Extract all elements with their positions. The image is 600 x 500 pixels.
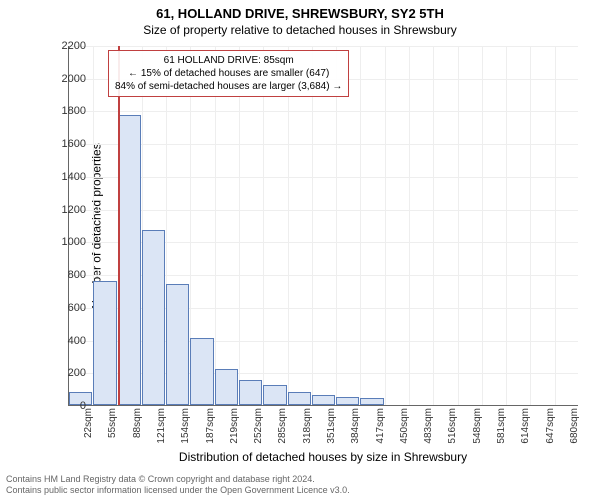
gridline-v bbox=[409, 46, 410, 405]
gridline-h bbox=[69, 144, 578, 145]
gridline-h bbox=[69, 210, 578, 211]
annotation-line2: ← 15% of detached houses are smaller (64… bbox=[115, 67, 342, 80]
annotation-line3: 84% of semi-detached houses are larger (… bbox=[115, 80, 342, 93]
gridline-v bbox=[433, 46, 434, 405]
chart-container: 61, HOLLAND DRIVE, SHREWSBURY, SY2 5TH S… bbox=[0, 0, 600, 500]
histogram-bar bbox=[118, 115, 141, 405]
ytick-label: 1400 bbox=[46, 171, 86, 183]
ytick-label: 200 bbox=[46, 367, 86, 379]
histogram-bar bbox=[142, 230, 165, 405]
gridline-h bbox=[69, 111, 578, 112]
xtick-label: 647sqm bbox=[545, 408, 556, 444]
xtick-label: 516sqm bbox=[447, 408, 458, 444]
title-main: 61, HOLLAND DRIVE, SHREWSBURY, SY2 5TH bbox=[0, 0, 600, 21]
ytick-label: 1600 bbox=[46, 138, 86, 150]
gridline-v bbox=[312, 46, 313, 405]
ytick-label: 400 bbox=[46, 335, 86, 347]
xtick-label: 614sqm bbox=[520, 408, 531, 444]
histogram-bar bbox=[360, 398, 383, 405]
ytick-label: 1200 bbox=[46, 204, 86, 216]
gridline-v bbox=[360, 46, 361, 405]
xtick-label: 22sqm bbox=[83, 408, 94, 438]
xtick-label: 581sqm bbox=[496, 408, 507, 444]
marker-line bbox=[118, 46, 120, 405]
gridline-v bbox=[530, 46, 531, 405]
xtick-label: 55sqm bbox=[107, 408, 118, 438]
xtick-label: 252sqm bbox=[253, 408, 264, 444]
xtick-label: 219sqm bbox=[229, 408, 240, 444]
histogram-bar bbox=[288, 392, 311, 405]
xtick-label: 88sqm bbox=[132, 408, 143, 438]
gridline-v bbox=[385, 46, 386, 405]
xtick-label: 285sqm bbox=[277, 408, 288, 444]
gridline-v bbox=[336, 46, 337, 405]
plot-region bbox=[68, 46, 578, 406]
histogram-bar bbox=[336, 397, 359, 405]
ytick-label: 800 bbox=[46, 269, 86, 281]
xtick-label: 680sqm bbox=[569, 408, 580, 444]
ytick-label: 1800 bbox=[46, 105, 86, 117]
ytick-label: 0 bbox=[46, 400, 86, 412]
footer-line1: Contains HM Land Registry data © Crown c… bbox=[6, 474, 350, 485]
gridline-v bbox=[288, 46, 289, 405]
gridline-v bbox=[458, 46, 459, 405]
gridline-v bbox=[239, 46, 240, 405]
histogram-bar bbox=[190, 338, 213, 405]
gridline-v bbox=[555, 46, 556, 405]
footer-attribution: Contains HM Land Registry data © Crown c… bbox=[6, 474, 350, 496]
gridline-h bbox=[69, 46, 578, 47]
xtick-label: 417sqm bbox=[375, 408, 386, 444]
xtick-label: 450sqm bbox=[399, 408, 410, 444]
xtick-label: 483sqm bbox=[423, 408, 434, 444]
gridline-v bbox=[482, 46, 483, 405]
xtick-label: 384sqm bbox=[350, 408, 361, 444]
xtick-label: 121sqm bbox=[156, 408, 167, 444]
chart-area: Number of detached properties Distributi… bbox=[68, 46, 578, 406]
histogram-bar bbox=[93, 281, 116, 405]
gridline-v bbox=[506, 46, 507, 405]
xtick-label: 318sqm bbox=[302, 408, 313, 444]
histogram-bar bbox=[215, 369, 238, 405]
annotation-line1: 61 HOLLAND DRIVE: 85sqm bbox=[115, 54, 342, 67]
xtick-label: 548sqm bbox=[472, 408, 483, 444]
footer-line2: Contains public sector information licen… bbox=[6, 485, 350, 496]
ytick-label: 1000 bbox=[46, 236, 86, 248]
title-sub: Size of property relative to detached ho… bbox=[0, 21, 600, 37]
histogram-bar bbox=[166, 284, 189, 405]
xtick-label: 351sqm bbox=[326, 408, 337, 444]
gridline-h bbox=[69, 177, 578, 178]
gridline-v bbox=[263, 46, 264, 405]
ytick-label: 2000 bbox=[46, 73, 86, 85]
annotation-box: 61 HOLLAND DRIVE: 85sqm ← 15% of detache… bbox=[108, 50, 349, 97]
histogram-bar bbox=[263, 385, 286, 405]
xtick-label: 187sqm bbox=[205, 408, 216, 444]
xtick-label: 154sqm bbox=[180, 408, 191, 444]
gridline-v bbox=[215, 46, 216, 405]
ytick-label: 600 bbox=[46, 302, 86, 314]
histogram-bar bbox=[239, 380, 262, 405]
ytick-label: 2200 bbox=[46, 40, 86, 52]
x-axis-label: Distribution of detached houses by size … bbox=[68, 450, 578, 464]
histogram-bar bbox=[312, 395, 335, 405]
